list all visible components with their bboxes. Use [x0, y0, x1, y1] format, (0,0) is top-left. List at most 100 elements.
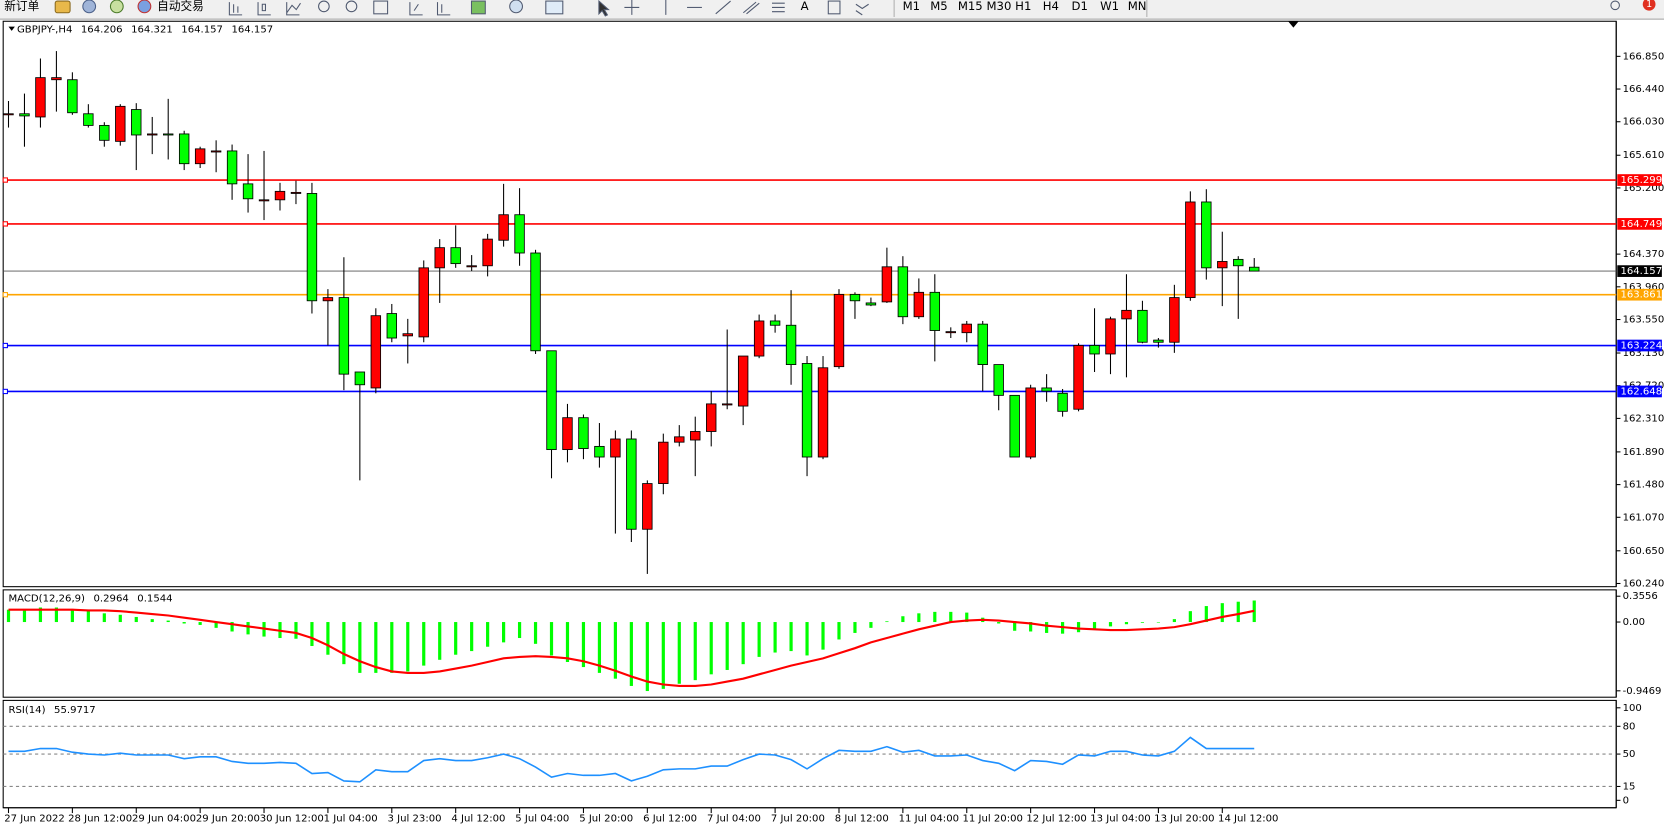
- y-tick-label: 160.650: [1623, 546, 1664, 557]
- icon[interactable]: [54, 0, 71, 14]
- icon[interactable]: [318, 0, 330, 13]
- timeframe-button[interactable]: H4: [1043, 0, 1059, 13]
- candle-body: [658, 441, 669, 484]
- macd-bar: [1220, 603, 1224, 623]
- icon[interactable]: [228, 2, 243, 16]
- candle-body: [35, 77, 46, 118]
- ohlc-open: 164.206: [81, 25, 123, 36]
- trendline-tool[interactable]: [715, 0, 731, 15]
- cursor-tool[interactable]: [598, 0, 610, 17]
- macd-bar: [965, 612, 969, 623]
- x-tick-label: 12 Jul 12:00: [1026, 813, 1086, 824]
- candle-body: [147, 133, 158, 136]
- level-price-label: 163.861: [1620, 290, 1662, 301]
- macd-bar: [294, 622, 298, 639]
- macd-bar: [1108, 622, 1113, 627]
- candle-body: [706, 403, 717, 432]
- macd-bar: [853, 622, 857, 633]
- candle-body: [338, 297, 350, 375]
- x-tick-label: 7 Jul 04:00: [707, 813, 761, 824]
- icon[interactable]: [509, 0, 523, 14]
- signal-line: [8, 608, 1255, 688]
- icon[interactable]: [545, 0, 564, 15]
- x-tick-label: 28 Jun 12:00: [68, 813, 132, 824]
- macd-bar: [1140, 622, 1145, 623]
- time-axis: 27 Jun 2022 28 Jun 12:00 29 Jun 04:00 29 Ju…: [3, 807, 1617, 824]
- x-tick-label: 4 Jul 12:00: [451, 813, 505, 824]
- crosshair-tool[interactable]: [624, 0, 640, 15]
- timeframe-button[interactable]: M15: [958, 0, 983, 13]
- macd-bar: [949, 611, 953, 623]
- icon[interactable]: [82, 0, 97, 14]
- macd-bar: [725, 622, 729, 670]
- x-tick-label: 5 Jul 04:00: [515, 813, 569, 824]
- x-tick-label: 5 Jul 20:00: [579, 813, 633, 824]
- candle-body: [721, 403, 733, 406]
- timeframe-button[interactable]: M30: [987, 0, 1012, 13]
- macd-bar: [102, 613, 106, 623]
- timeframe-button[interactable]: M5: [930, 0, 947, 13]
- icon[interactable]: [109, 0, 124, 14]
- timeframe-button[interactable]: W1: [1100, 0, 1119, 13]
- icon[interactable]: [470, 0, 486, 15]
- x-tick-label: 27 Jun 2022: [4, 813, 65, 824]
- channel-tool[interactable]: [742, 1, 760, 15]
- chart-header: GBPJPY-,H4 164.206 164.321 164.157 164.1…: [17, 25, 273, 36]
- timeframe-button[interactable]: H1: [1015, 0, 1031, 13]
- macd-bar: [901, 616, 905, 623]
- macd-bar: [1156, 622, 1161, 623]
- auto-trading-button[interactable]: 自动交易: [157, 0, 204, 13]
- search-icon[interactable]: [1610, 0, 1620, 11]
- icon[interactable]: [436, 2, 451, 16]
- timeframe-button[interactable]: D1: [1071, 0, 1087, 13]
- x-tick-label: 7 Jul 20:00: [771, 813, 825, 824]
- level-handle: [2, 388, 8, 395]
- auto-trading-icon[interactable]: [137, 0, 152, 14]
- macd-bar: [1124, 622, 1129, 625]
- x-tick-label: 8 Jul 12:00: [835, 813, 889, 824]
- level-price-tag: [1617, 218, 1662, 230]
- macd-bar: [1045, 622, 1049, 633]
- candle-body: [690, 431, 701, 441]
- icon[interactable]: [345, 0, 358, 13]
- level-price-label: 164.749: [1620, 219, 1662, 230]
- candle-body: [897, 266, 909, 318]
- fibo-tool[interactable]: [772, 2, 785, 13]
- candle-body: [3, 113, 14, 116]
- x-tick-label: 29 Jun 04:00: [132, 813, 196, 824]
- notification-badge[interactable]: [1642, 0, 1656, 11]
- timeframe-button[interactable]: MN: [1128, 0, 1147, 13]
- y-tick-label: 165.610: [1623, 150, 1664, 161]
- level-price-tag: [1617, 174, 1662, 186]
- text-tool[interactable]: A: [801, 0, 809, 13]
- macd-value: 0.2964: [94, 593, 129, 604]
- macd-bar: [1076, 622, 1081, 633]
- macd-bar: [805, 622, 809, 656]
- macd-bar: [645, 622, 649, 692]
- macd-bar: [246, 622, 250, 635]
- macd-bar: [38, 607, 43, 623]
- macd-bar: [358, 622, 362, 673]
- label-tool[interactable]: [827, 0, 841, 15]
- candle-body: [386, 313, 398, 339]
- icon[interactable]: [373, 0, 389, 15]
- macd-bar: [390, 622, 394, 673]
- candle-body: [913, 291, 925, 318]
- candle-body: [1057, 392, 1068, 412]
- icon[interactable]: [286, 2, 301, 16]
- icon[interactable]: [409, 2, 423, 16]
- level-handle: [2, 292, 8, 298]
- new-order-button[interactable]: 新订单: [4, 0, 39, 13]
- arrows-tool[interactable]: [855, 3, 869, 16]
- candle-body: [322, 297, 334, 302]
- icon[interactable]: [257, 2, 271, 16]
- candle-body: [562, 417, 573, 451]
- macd-bar: [709, 622, 713, 675]
- candle-body: [1233, 258, 1244, 267]
- chart-tools: [228, 0, 1620, 18]
- macd-bar: [22, 608, 27, 623]
- timeframe-button[interactable]: M1: [903, 0, 920, 13]
- level-price-label: 162.648: [1620, 386, 1662, 397]
- candle-body: [945, 331, 956, 334]
